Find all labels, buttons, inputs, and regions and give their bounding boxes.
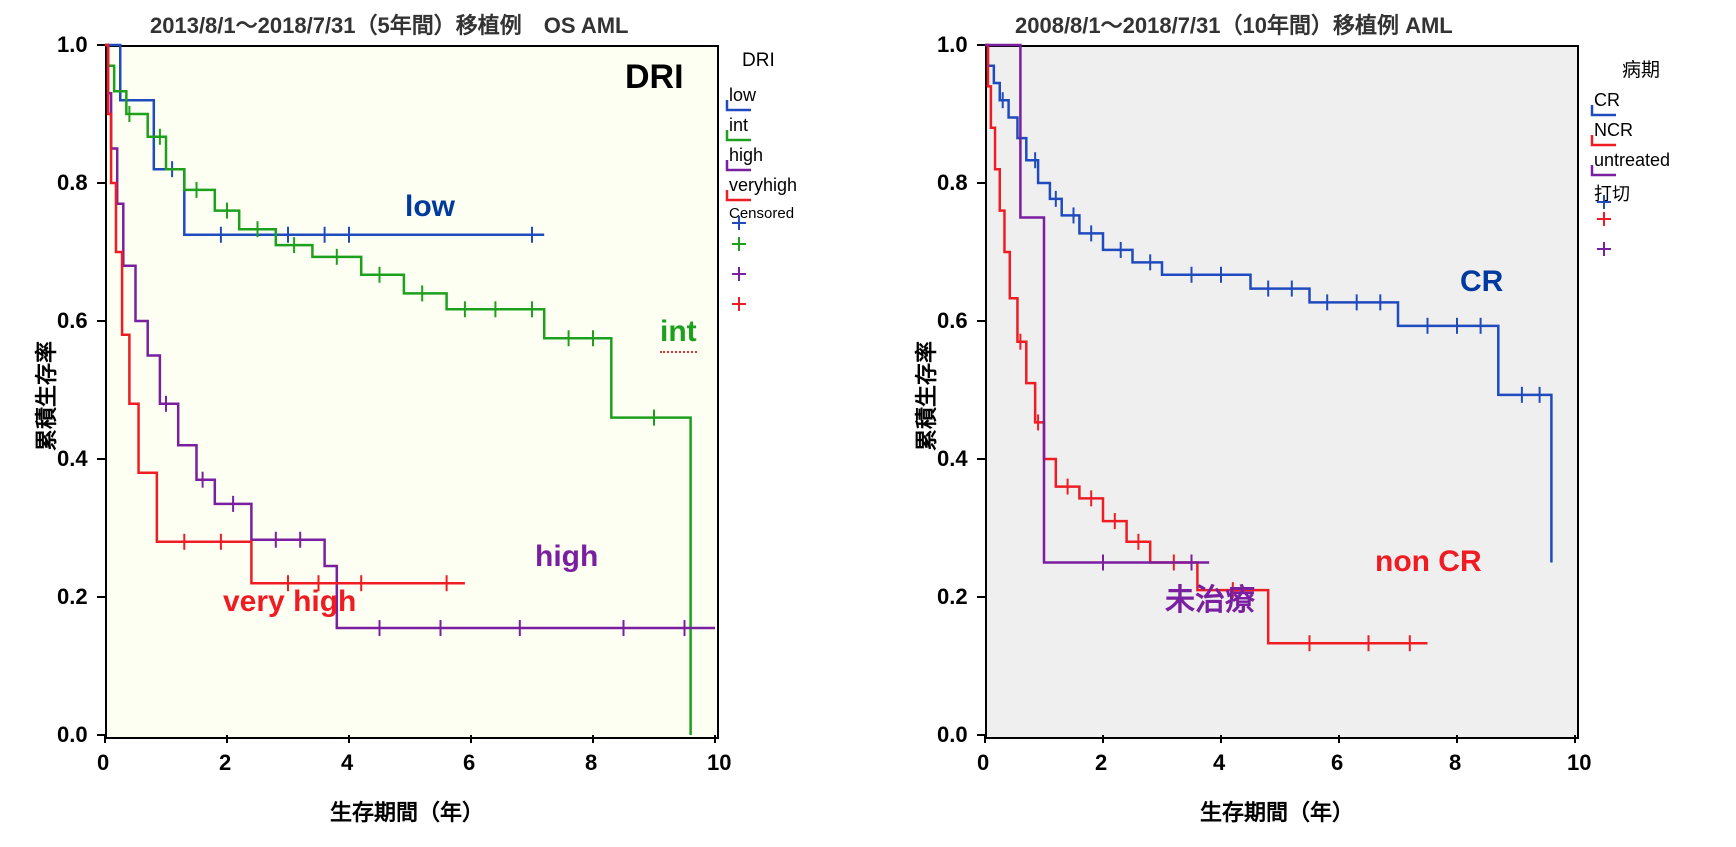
xtick: 8 xyxy=(1449,750,1461,776)
legend-item-low: low xyxy=(725,85,756,106)
figure-wrapper: 2013/8/1～2018/7/31（5年間）移植例 OS AML DRI lo… xyxy=(0,0,1736,847)
ytick: 0.8 xyxy=(57,170,88,196)
right-xlabel: 生存期間（年） xyxy=(1200,795,1354,827)
left-km-svg xyxy=(105,45,715,735)
left-annot-veryhigh: very high xyxy=(223,585,356,619)
ytick: 0.0 xyxy=(57,722,88,748)
xtick: 6 xyxy=(463,750,475,776)
km-curve-NCR xyxy=(985,45,1428,643)
legend-censored-CR: 打切 xyxy=(1590,180,1630,206)
km-curve-int xyxy=(105,45,691,735)
legend-censored-low: Censored xyxy=(725,205,794,222)
ytick: 0.4 xyxy=(937,446,968,472)
ytick: 0.0 xyxy=(937,722,968,748)
ytick: 0.6 xyxy=(57,308,88,334)
legend-item-veryhigh: veryhigh xyxy=(725,175,797,196)
xtick: 0 xyxy=(977,750,989,776)
legend-item-int: int xyxy=(725,115,748,136)
legend-item-CR: CR xyxy=(1590,90,1620,111)
xtick: 10 xyxy=(707,750,731,776)
ytick: 0.8 xyxy=(937,170,968,196)
left-legend-title: DRI xyxy=(742,50,775,72)
right-panel: 2008/8/1～2018/7/31（10年間）移植例 AML CR 未治療 n… xyxy=(880,0,1736,847)
right-legend-title: 病期 xyxy=(1622,55,1660,82)
right-title: 2008/8/1～2018/7/31（10年間）移植例 AML xyxy=(1015,8,1453,40)
xtick: 10 xyxy=(1567,750,1591,776)
right-annot-untreated: 未治療 xyxy=(1165,575,1255,619)
xtick: 8 xyxy=(585,750,597,776)
km-curve-CR xyxy=(985,45,1551,563)
xtick: 0 xyxy=(97,750,109,776)
xtick: 4 xyxy=(341,750,353,776)
left-inset-label: DRI xyxy=(625,58,684,97)
left-annot-low: low xyxy=(405,190,455,224)
ytick: 0.2 xyxy=(937,584,968,610)
right-annot-CR: CR xyxy=(1460,265,1503,299)
xtick: 2 xyxy=(1095,750,1107,776)
legend-item-high: high xyxy=(725,145,763,166)
ytick: 0.2 xyxy=(57,584,88,610)
left-annot-high: high xyxy=(535,540,598,574)
left-xlabel: 生存期間（年） xyxy=(330,795,484,827)
xtick: 2 xyxy=(219,750,231,776)
left-ylabel: 累積生存率 xyxy=(29,341,61,451)
left-panel: 2013/8/1～2018/7/31（5年間）移植例 OS AML DRI lo… xyxy=(0,0,880,847)
ytick: 1.0 xyxy=(57,32,88,58)
ytick: 0.6 xyxy=(937,308,968,334)
legend-item-untreated: untreated xyxy=(1590,150,1670,171)
xtick: 4 xyxy=(1213,750,1225,776)
ytick: 0.4 xyxy=(57,446,88,472)
km-curve-veryhigh xyxy=(105,45,465,583)
left-annot-int: int xyxy=(660,315,697,353)
km-curve-low xyxy=(105,45,544,235)
left-title: 2013/8/1～2018/7/31（5年間）移植例 OS AML xyxy=(150,8,628,40)
legend-item-NCR: NCR xyxy=(1590,120,1633,141)
right-annot-nonCR: non CR xyxy=(1375,545,1482,579)
ytick: 1.0 xyxy=(937,32,968,58)
xtick: 6 xyxy=(1331,750,1343,776)
right-ylabel: 累積生存率 xyxy=(909,341,941,451)
right-km-svg xyxy=(985,45,1575,735)
